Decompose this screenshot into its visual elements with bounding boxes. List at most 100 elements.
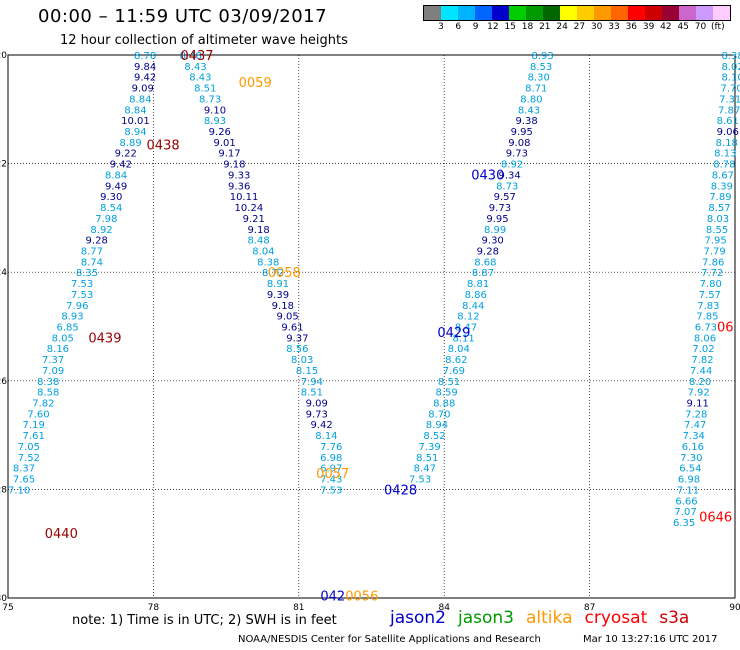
- swh-value-label: 9.30: [100, 192, 122, 203]
- swh-value-label: 7.31: [719, 94, 740, 105]
- swh-value-label: 8.30: [528, 73, 550, 84]
- swh-value-label: 8.78: [134, 51, 156, 62]
- color-scale-tick: 42: [660, 22, 672, 32]
- color-swatch: [441, 6, 458, 20]
- orbit-label: 0429: [437, 326, 470, 341]
- satellite-legend-jason3: jason3: [458, 608, 514, 628]
- swh-value-label: 10.24: [235, 203, 264, 214]
- swh-value-label: 9.39: [267, 290, 289, 301]
- swh-value-label: 7.70: [720, 84, 740, 95]
- swh-value-label: 8.94: [426, 420, 448, 431]
- plot-frame: [7, 54, 736, 599]
- swh-value-label: 9.01: [214, 138, 236, 149]
- swh-value-label: 9.34: [498, 170, 520, 181]
- orbit-label: 0057: [316, 467, 349, 482]
- swh-value-label: 8.38: [721, 51, 740, 62]
- swh-value-label: 8.12: [457, 312, 479, 323]
- swh-value-label: 8.38: [37, 377, 59, 388]
- swh-value-label: 8.44: [462, 301, 484, 312]
- swh-value-label: 9.26: [209, 127, 231, 138]
- orbit-label: 0437: [180, 49, 213, 64]
- swh-value-label: 8.38: [257, 257, 279, 268]
- swh-value-label: 8.47: [455, 323, 477, 334]
- chart-subtitle: 12 hour collection of altimeter wave hei…: [60, 33, 348, 48]
- swh-value-label: 6.98: [320, 453, 342, 464]
- swh-value-label: 6.85: [56, 323, 78, 334]
- swh-value-label: 8.99: [484, 225, 506, 236]
- y-tick-label: 24: [0, 268, 7, 278]
- color-swatch: [645, 6, 662, 20]
- swh-value-label: 8.91: [267, 279, 289, 290]
- color-swatch: [526, 6, 543, 20]
- swh-value-label: 8.73: [199, 94, 221, 105]
- swh-value-label: 8.71: [525, 84, 547, 95]
- swh-value-label: 8.73: [496, 181, 518, 192]
- swh-value-label: 8.68: [474, 257, 496, 268]
- swh-value-label: 7.05: [18, 442, 40, 453]
- swh-value-label: 7.53: [320, 485, 342, 496]
- satellite-legend-jason2: jason2: [390, 608, 446, 628]
- swh-value-label: 8.51: [438, 377, 460, 388]
- swh-value-label: 8.20: [689, 377, 711, 388]
- x-tick-label: 75: [2, 603, 13, 613]
- swh-value-label: 9.21: [243, 214, 265, 225]
- swh-value-label: 7.10: [8, 485, 30, 496]
- swh-value-label: 8.86: [465, 290, 487, 301]
- swh-value-label: 7.57: [699, 290, 721, 301]
- swh-value-label: 9.30: [482, 236, 504, 247]
- swh-value-label: 7.39: [419, 442, 441, 453]
- swh-value-label: 9.36: [228, 181, 250, 192]
- swh-value-label: 8.52: [423, 431, 445, 442]
- swh-value-label: 9.18: [223, 160, 245, 171]
- swh-value-label: 8.04: [252, 246, 274, 257]
- swh-value-label: 7.53: [409, 475, 431, 486]
- color-scale-tick: 12: [487, 22, 499, 32]
- orbit-label: 0430: [471, 168, 504, 183]
- swh-value-label: 8.81: [467, 279, 489, 290]
- swh-value-label: 8.15: [296, 366, 318, 377]
- swh-value-label: 8.92: [90, 225, 112, 236]
- swh-value-label: 8.35: [76, 268, 98, 279]
- swh-value-label: 8.92: [501, 160, 523, 171]
- swh-value-label: 8.10: [721, 73, 740, 84]
- swh-value-label: 10.11: [230, 192, 259, 203]
- color-scale-tick: 3: [438, 22, 444, 32]
- color-scale-tick: (ft): [711, 22, 725, 32]
- swh-value-label: 7.79: [704, 246, 726, 257]
- x-tick-label: 87: [584, 603, 595, 613]
- swh-value-label: 7.96: [66, 301, 88, 312]
- swh-value-label: 8.03: [707, 214, 729, 225]
- swh-value-label: 8.37: [13, 464, 35, 475]
- swh-value-label: 8.59: [435, 388, 457, 399]
- satellite-legend-altika: altika: [526, 608, 573, 628]
- color-swatch: [611, 6, 628, 20]
- swh-value-label: 9.42: [310, 420, 332, 431]
- swh-value-label: 8.04: [448, 344, 470, 355]
- orbit-label: 0440: [45, 527, 78, 542]
- swh-value-label: 8.51: [301, 388, 323, 399]
- footnote: note: 1) Time is in UTC; 2) SWH is in fe…: [72, 613, 337, 628]
- color-swatch: [509, 6, 526, 20]
- swh-value-label: 8.54: [100, 203, 122, 214]
- color-swatch: [543, 6, 560, 20]
- x-tick-label: 81: [293, 603, 304, 613]
- color-scale-tick: 18: [521, 22, 534, 32]
- swh-value-label: 8.56: [286, 344, 308, 355]
- swh-value-label: 9.18: [272, 301, 294, 312]
- swh-value-label: 8.03: [291, 355, 313, 366]
- y-tick-label: 30: [0, 594, 7, 604]
- swh-value-label: 9.10: [204, 105, 226, 116]
- color-swatch: [458, 6, 475, 20]
- swh-value-label: 7.34: [683, 431, 705, 442]
- swh-value-label: 7.86: [702, 257, 724, 268]
- swh-value-label: 9.06: [717, 127, 739, 138]
- swh-value-label: 8.94: [124, 127, 146, 138]
- swh-value-label: 9.73: [506, 149, 528, 160]
- y-tick-label: 26: [0, 377, 7, 387]
- swh-value-label: 7.47: [684, 420, 706, 431]
- swh-value-label: 8.89: [119, 138, 141, 149]
- color-scale-ticks: 3 6 9 12 15 18 21 24 27 30 33 36 39 42 45 70 (ft): [423, 22, 729, 34]
- orbit-label: 0058: [268, 266, 301, 281]
- swh-value-label: 9.49: [105, 181, 127, 192]
